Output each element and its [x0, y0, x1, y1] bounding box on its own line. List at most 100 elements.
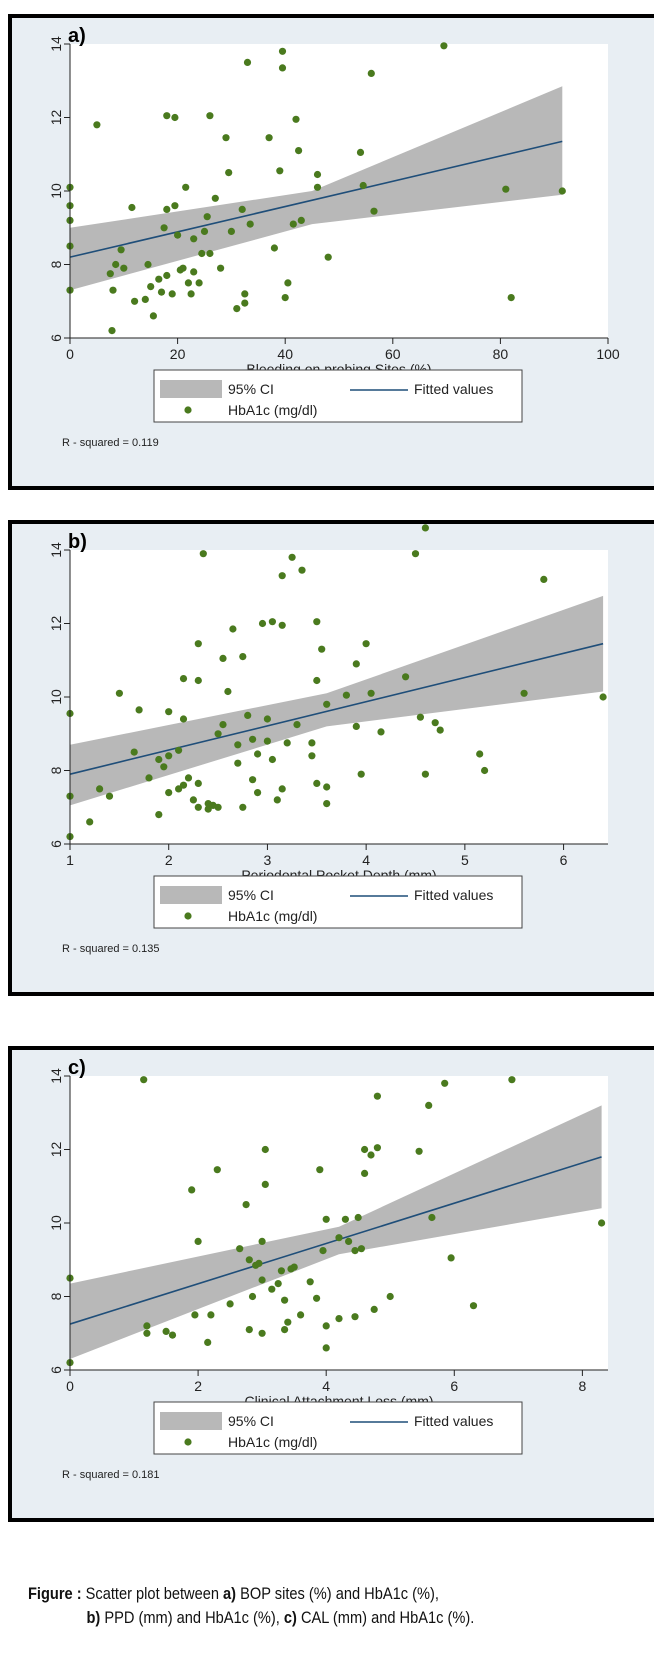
legend-point-label: HbA1c (mg/dl) [228, 1434, 317, 1450]
data-point [245, 1256, 253, 1264]
data-point [163, 112, 171, 120]
data-point [361, 1169, 369, 1177]
data-point [268, 1285, 276, 1293]
x-tick-label: 20 [170, 346, 186, 362]
data-point [297, 216, 305, 224]
data-point [278, 47, 287, 55]
data-point [184, 279, 192, 287]
data-point [234, 741, 242, 749]
data-point [263, 715, 271, 723]
data-point [225, 169, 233, 177]
data-point [281, 294, 289, 302]
data-point [281, 1296, 289, 1304]
data-point [415, 1147, 423, 1155]
data-point [313, 183, 322, 191]
y-tick-label: 12 [48, 616, 64, 632]
data-point [599, 693, 607, 701]
data-point [322, 1322, 330, 1330]
data-point [386, 1292, 394, 1301]
data-point [356, 148, 365, 156]
x-tick-label: 0 [66, 346, 74, 362]
data-point [441, 1079, 449, 1087]
legend-point-label: HbA1c (mg/dl) [228, 908, 317, 924]
data-point [276, 167, 284, 175]
data-point [254, 789, 262, 797]
data-points [66, 1076, 606, 1367]
legend-point-swatch [184, 1438, 192, 1446]
data-point [190, 268, 198, 276]
data-point [258, 1237, 266, 1245]
data-point [194, 779, 202, 787]
data-point [313, 676, 321, 685]
data-point [86, 818, 94, 826]
data-point [270, 244, 278, 252]
legend: 95% CI Fitted values HbA1c (mg/dl) [153, 1401, 523, 1455]
y-tick-label: 10 [48, 689, 64, 705]
data-point [295, 147, 303, 155]
data-point [131, 297, 139, 305]
data-point [190, 235, 198, 243]
data-point [165, 789, 173, 797]
data-point [354, 1213, 362, 1222]
data-point [179, 715, 188, 723]
data-point [195, 279, 203, 287]
data-point [194, 676, 202, 685]
r-squared-note: R - squared = 0.181 [62, 1469, 160, 1481]
data-point [242, 1201, 250, 1209]
data-point [108, 327, 116, 335]
caption-seg4: CAL (mm) and HbA1c (%). [296, 1608, 475, 1627]
data-point [194, 1237, 202, 1245]
y-tick-label: 8 [48, 1292, 64, 1300]
data-point [322, 1215, 330, 1223]
data-point [298, 566, 306, 574]
y-tick-label: 14 [48, 36, 64, 52]
data-point [112, 260, 120, 269]
data-point [431, 719, 439, 727]
data-point [217, 264, 225, 272]
data-point [297, 1311, 305, 1319]
data-point [143, 1322, 151, 1330]
data-point [194, 640, 202, 648]
legend: 95% CI Fitted values HbA1c (mg/dl) [153, 369, 523, 423]
data-point [373, 1144, 381, 1152]
data-point [273, 796, 281, 804]
x-tick-label: 8 [578, 1378, 586, 1394]
data-point [323, 700, 331, 708]
data-point [255, 1259, 263, 1267]
data-point [362, 640, 370, 648]
data-point [165, 752, 173, 760]
legend-ci-label: 95% CI [228, 1413, 274, 1429]
data-point [144, 260, 152, 269]
data-point [342, 691, 350, 699]
data-point [261, 1145, 269, 1154]
data-point [274, 1280, 282, 1288]
data-point [157, 288, 166, 296]
data-point [278, 572, 286, 580]
data-point [520, 689, 528, 697]
data-point [246, 220, 254, 228]
data-point [200, 227, 209, 235]
caption-seg2: BOP sites (%) and HbA1c (%), [236, 1584, 439, 1603]
data-point [219, 654, 227, 662]
data-point [117, 246, 125, 254]
data-point [411, 550, 420, 558]
x-tick-label: 0 [66, 1378, 74, 1394]
data-point [436, 726, 444, 734]
data-point [292, 115, 300, 123]
data-point [278, 621, 286, 629]
legend-ci-swatch [160, 380, 222, 398]
data-point [244, 711, 252, 719]
data-point [508, 1076, 516, 1084]
fitted-line [69, 642, 604, 775]
data-point [352, 660, 360, 668]
caption-seg1: Scatter plot between [81, 1584, 224, 1603]
data-point [345, 1237, 353, 1245]
x-tick-label: 40 [277, 346, 293, 362]
data-point [198, 249, 206, 258]
data-point [367, 69, 375, 77]
legend-point-swatch [184, 406, 192, 414]
data-point [206, 249, 214, 258]
y-tick-label: 14 [48, 542, 64, 558]
